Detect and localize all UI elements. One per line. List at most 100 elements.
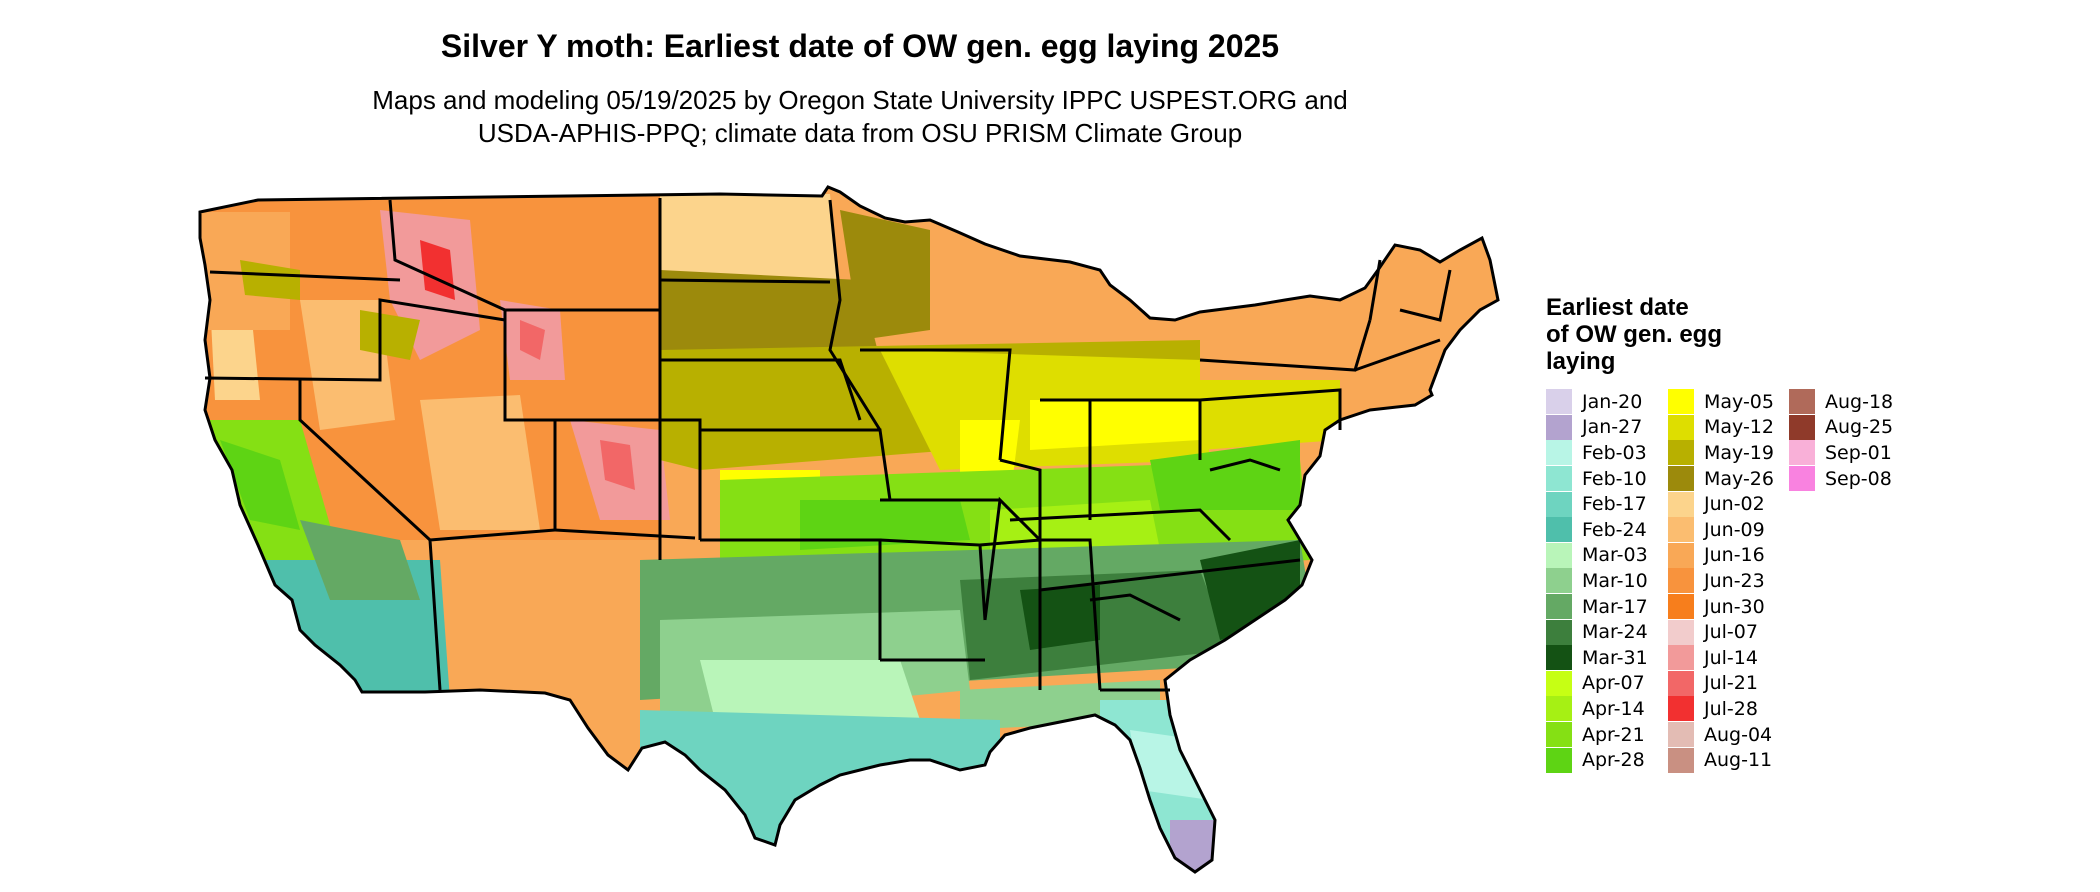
legend-swatch bbox=[1789, 440, 1815, 466]
legend-swatch bbox=[1546, 517, 1572, 543]
legend-swatch bbox=[1546, 466, 1572, 492]
legend-swatch bbox=[1546, 389, 1572, 415]
legend-label: Apr-28 bbox=[1582, 749, 1645, 772]
legend-swatch bbox=[1668, 747, 1694, 773]
legend-swatch bbox=[1668, 542, 1694, 568]
legend-label: Feb-03 bbox=[1582, 441, 1647, 464]
legend-swatch bbox=[1668, 414, 1694, 440]
legend-label: Mar-31 bbox=[1582, 646, 1648, 669]
legend-item: Apr-28 bbox=[1546, 747, 1666, 773]
legend-swatch bbox=[1546, 440, 1572, 466]
legend-label: Jan-27 bbox=[1582, 416, 1643, 439]
legend-label: Mar-10 bbox=[1582, 569, 1648, 592]
legend-swatch bbox=[1546, 414, 1572, 440]
legend-item: Jan-20 bbox=[1546, 389, 1666, 415]
legend-swatch bbox=[1668, 670, 1694, 696]
legend-label: May-12 bbox=[1704, 416, 1774, 439]
legend-item: Feb-24 bbox=[1546, 517, 1666, 543]
legend-item: May-12 bbox=[1668, 414, 1788, 441]
legend-swatch bbox=[1668, 722, 1694, 748]
legend-item: Jun-09 bbox=[1668, 517, 1788, 543]
legend-label: Jul-07 bbox=[1704, 621, 1758, 644]
legend-label: Aug-25 bbox=[1825, 416, 1894, 439]
legend-label: May-05 bbox=[1704, 390, 1774, 413]
legend-item: Jan-27 bbox=[1546, 414, 1666, 441]
legend-item: Jul-07 bbox=[1668, 619, 1788, 645]
state-boundaries bbox=[198, 185, 1500, 874]
legend-label: Apr-21 bbox=[1582, 723, 1645, 746]
legend-item: Sep-08 bbox=[1789, 466, 1909, 492]
legend-item: Aug-11 bbox=[1668, 747, 1788, 773]
map-subtitle: Maps and modeling 05/19/2025 by Oregon S… bbox=[0, 84, 1720, 150]
legend-swatch bbox=[1546, 619, 1572, 645]
legend-item: Mar-31 bbox=[1546, 645, 1666, 671]
legend-item: Apr-14 bbox=[1546, 696, 1666, 722]
legend-item: Jun-16 bbox=[1668, 542, 1788, 569]
legend-item: Apr-07 bbox=[1546, 670, 1666, 697]
legend-column: May-05 May-12 May-19 May-26 Jun-02 Jun-09 Jun-… bbox=[1668, 389, 1788, 773]
legend-label: Feb-24 bbox=[1582, 518, 1647, 541]
legend-item: May-26 bbox=[1668, 466, 1788, 492]
legend-swatch bbox=[1668, 389, 1694, 415]
legend-swatch bbox=[1546, 594, 1572, 620]
legend-item: Mar-17 bbox=[1546, 594, 1666, 620]
legend-label: Jun-23 bbox=[1704, 569, 1765, 592]
legend-label: Jun-09 bbox=[1704, 518, 1765, 541]
legend-swatch bbox=[1789, 389, 1815, 415]
legend-label: Jun-02 bbox=[1704, 493, 1765, 516]
legend-title-line-2: of OW gen. egg bbox=[1546, 321, 1722, 348]
legend-label: Jul-28 bbox=[1704, 697, 1758, 720]
legend-item: Jul-28 bbox=[1668, 696, 1788, 722]
legend-swatch bbox=[1546, 568, 1572, 594]
legend-label: Mar-17 bbox=[1582, 595, 1648, 618]
legend-item: May-05 bbox=[1668, 389, 1788, 415]
legend-label: Feb-17 bbox=[1582, 493, 1647, 516]
legend-column: Jan-20 Jan-27 Feb-03 Feb-10 Feb-17 Feb-24 Mar-… bbox=[1546, 389, 1666, 773]
legend-swatch bbox=[1668, 440, 1694, 466]
legend-swatch bbox=[1668, 594, 1694, 620]
legend-title-line-1: Earliest date bbox=[1546, 294, 1689, 321]
legend-swatch bbox=[1546, 542, 1572, 568]
shaded-region bbox=[200, 187, 1498, 872]
legend-label: Sep-08 bbox=[1825, 467, 1892, 490]
legend-swatch bbox=[1668, 568, 1694, 594]
legend-label: Apr-07 bbox=[1582, 672, 1645, 695]
legend-item: Aug-18 bbox=[1789, 389, 1909, 415]
legend-item: Jun-30 bbox=[1668, 594, 1788, 620]
legend-label: Jun-16 bbox=[1704, 544, 1765, 567]
legend-item: Aug-25 bbox=[1789, 414, 1909, 441]
legend-label: Mar-03 bbox=[1582, 544, 1648, 567]
legend-swatch bbox=[1668, 696, 1694, 722]
legend-swatch bbox=[1668, 619, 1694, 645]
legend-label: Mar-24 bbox=[1582, 621, 1648, 644]
legend-label: Jan-20 bbox=[1582, 390, 1643, 413]
legend-label: May-26 bbox=[1704, 467, 1774, 490]
legend-item: Feb-17 bbox=[1546, 491, 1666, 517]
legend-title-line-3: laying bbox=[1546, 348, 1616, 375]
legend-item: Jul-14 bbox=[1668, 645, 1788, 671]
legend-item: Mar-24 bbox=[1546, 619, 1666, 645]
legend-item: Mar-03 bbox=[1546, 542, 1666, 569]
legend-item: May-19 bbox=[1668, 440, 1788, 466]
legend-swatch bbox=[1546, 696, 1572, 722]
legend-column: Aug-18 Aug-25 Sep-01 Sep-08 bbox=[1789, 389, 1909, 492]
legend-label: Sep-01 bbox=[1825, 441, 1892, 464]
subtitle-line-1: Maps and modeling 05/19/2025 by Oregon S… bbox=[372, 85, 1348, 115]
legend-label: Aug-11 bbox=[1704, 749, 1773, 772]
legend-label: Feb-10 bbox=[1582, 467, 1647, 490]
legend-swatch bbox=[1668, 466, 1694, 492]
legend-item: Mar-10 bbox=[1546, 568, 1666, 594]
legend-label: Jun-30 bbox=[1704, 595, 1765, 618]
legend-item: Aug-04 bbox=[1668, 722, 1788, 748]
legend-swatch bbox=[1668, 491, 1694, 517]
legend-label: Apr-14 bbox=[1582, 697, 1645, 720]
legend-label: May-19 bbox=[1704, 441, 1774, 464]
legend-swatch bbox=[1668, 517, 1694, 543]
legend-item: Feb-10 bbox=[1546, 466, 1666, 492]
map-title: Silver Y moth: Earliest date of OW gen. … bbox=[440, 28, 1280, 64]
legend-item: Apr-21 bbox=[1546, 722, 1666, 748]
legend-swatch bbox=[1546, 645, 1572, 671]
legend-label: Aug-18 bbox=[1825, 390, 1894, 413]
legend-label: Aug-04 bbox=[1704, 723, 1773, 746]
legend-swatch bbox=[1546, 670, 1572, 696]
